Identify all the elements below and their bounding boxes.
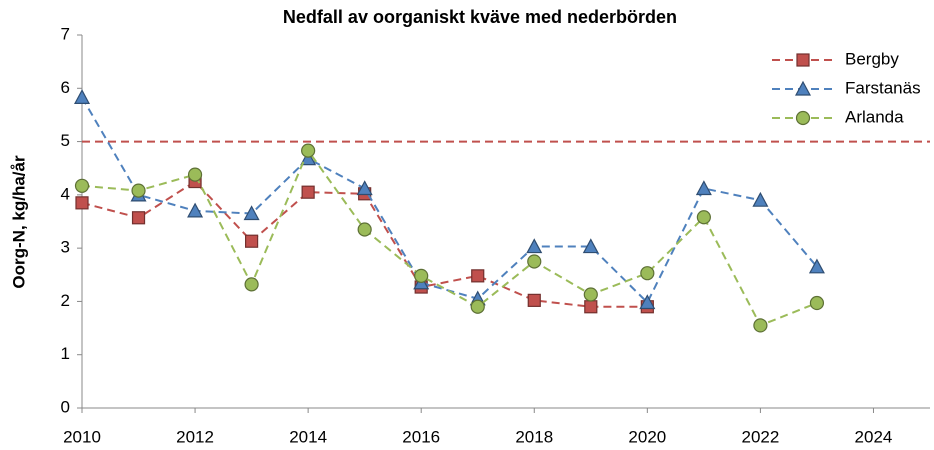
legend-marker: [795, 110, 811, 126]
marker: [584, 300, 598, 314]
marker: [809, 295, 825, 311]
marker: [471, 269, 485, 283]
marker: [245, 234, 259, 248]
marker: [639, 294, 656, 310]
marker: [187, 167, 203, 182]
marker: [131, 183, 146, 198]
x-tick-label: 2018: [515, 427, 553, 446]
marker: [695, 180, 712, 196]
y-tick-label: 4: [61, 184, 70, 203]
marker: [527, 293, 541, 307]
legend-marker: [796, 53, 810, 67]
y-tick-label: 0: [61, 397, 70, 416]
marker: [583, 287, 598, 302]
marker: [243, 205, 260, 221]
x-tick-label: 2020: [628, 427, 666, 446]
marker: [753, 318, 768, 333]
x-tick-label: 2014: [289, 427, 327, 446]
marker: [582, 238, 599, 254]
marker: [301, 143, 316, 158]
marker: [640, 266, 655, 281]
y-tick-label: 1: [61, 344, 70, 363]
y-tick-label: 3: [61, 238, 70, 257]
y-tick-label: 7: [61, 24, 70, 43]
y-tick-label: 5: [61, 131, 70, 150]
marker: [187, 202, 204, 218]
marker: [752, 191, 769, 207]
marker: [356, 180, 373, 196]
marker: [131, 211, 146, 225]
marker: [808, 258, 825, 274]
x-tick-label: 2016: [402, 427, 440, 446]
marker: [414, 268, 429, 283]
series-line: [81, 96, 818, 305]
y-axis-label: Oorg-N, kg/ha/år: [9, 155, 28, 289]
legend-label: Farstanäs: [845, 78, 921, 97]
y-tick-label: 2: [61, 291, 70, 310]
chart-title: Nedfall av oorganiskt kväve med nederbör…: [283, 7, 677, 27]
x-tick-label: 2012: [176, 427, 214, 446]
marker: [696, 210, 711, 225]
x-tick-label: 2010: [63, 427, 101, 446]
legend-label: Arlanda: [845, 107, 904, 126]
marker: [357, 222, 372, 237]
marker: [470, 299, 485, 314]
marker: [74, 178, 90, 193]
x-tick-label: 2022: [741, 427, 779, 446]
marker: [527, 254, 542, 269]
legend-label: Bergby: [845, 49, 899, 68]
marker: [244, 277, 259, 292]
marker: [301, 185, 315, 199]
y-tick-label: 6: [61, 78, 70, 97]
series-line: [81, 148, 818, 327]
marker: [526, 238, 543, 254]
marker: [300, 150, 317, 166]
marker: [75, 196, 89, 210]
legend-marker: [794, 80, 812, 96]
x-tick-label: 2024: [855, 427, 893, 446]
marker: [73, 89, 91, 104]
